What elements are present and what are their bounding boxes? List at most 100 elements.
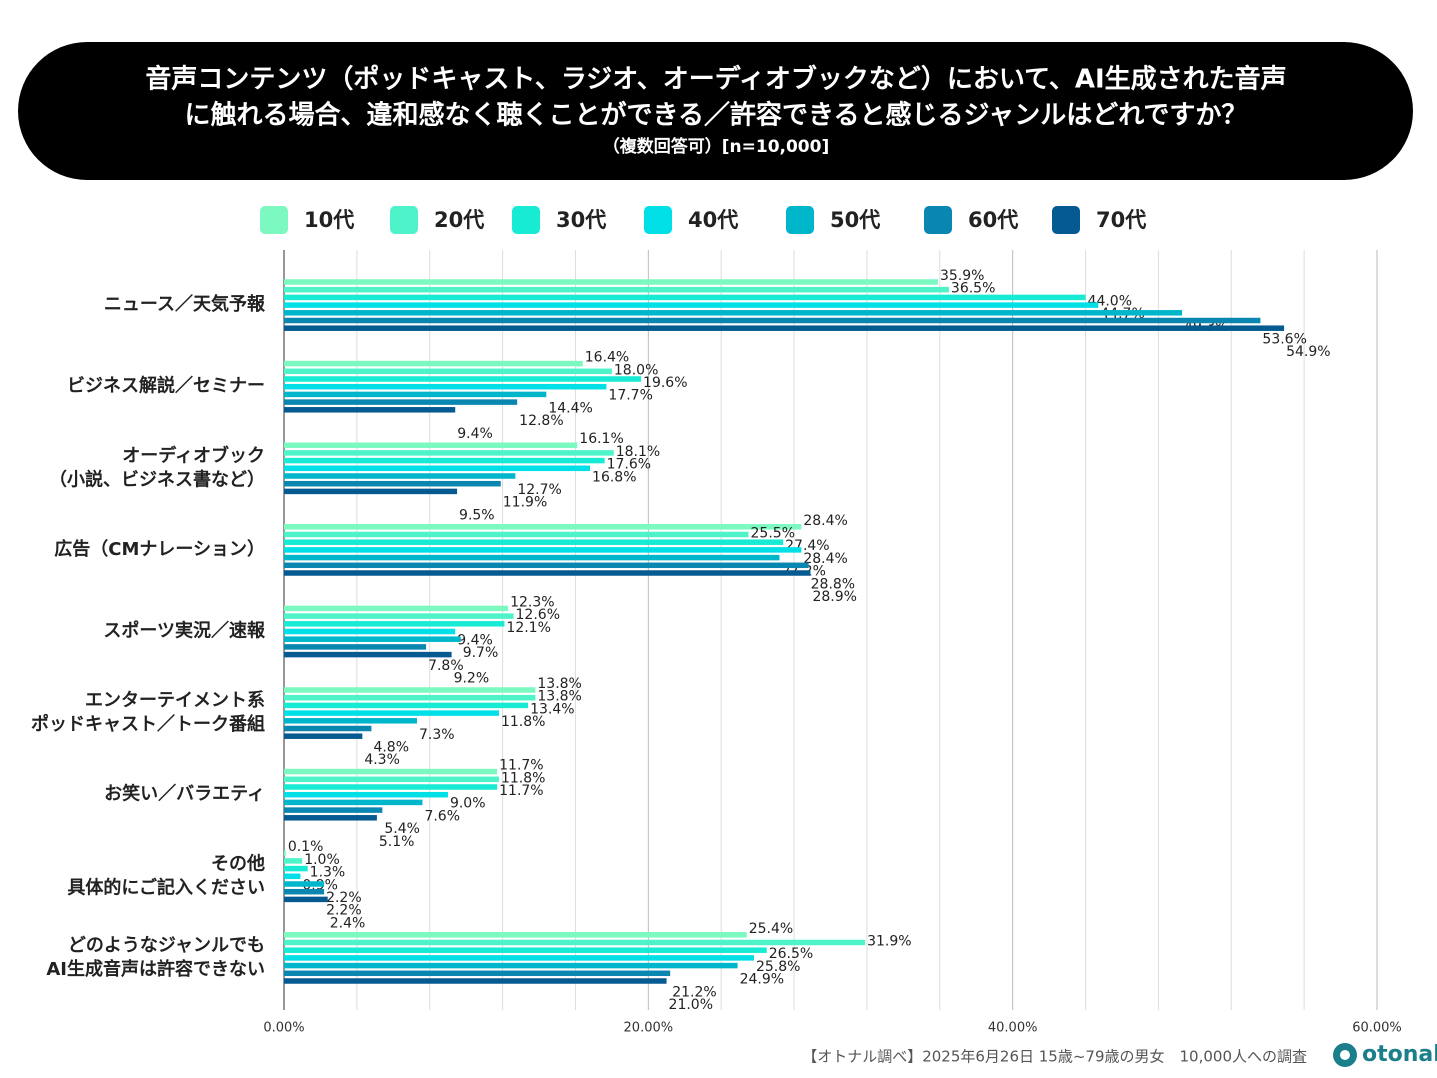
value-label: 25.4% xyxy=(749,921,793,937)
bar xyxy=(284,768,498,775)
value-label: 12.1% xyxy=(506,620,550,636)
bar xyxy=(284,807,383,813)
value-label: 9.0% xyxy=(450,796,486,812)
bar xyxy=(284,687,536,693)
value-label: 26.5% xyxy=(769,946,813,962)
value-label: 21.0% xyxy=(669,997,713,1013)
value-label: 11.9% xyxy=(503,495,547,511)
bar xyxy=(284,978,667,984)
category-label: エンターテイメント系 xyxy=(85,690,265,711)
value-label: 25.8% xyxy=(756,959,800,975)
value-label: 24.9% xyxy=(740,972,784,988)
chart-title: 音声コンテンツ（ポッドキャスト、ラジオ、オーディオブックなど）において、AI生成… xyxy=(145,64,1286,95)
bar xyxy=(284,947,767,953)
bar xyxy=(284,294,1086,301)
chart-title: に触れる場合、違和感なく聴くことができる／許容できると感じるジャンルはどれですか… xyxy=(185,100,1248,131)
value-label: 18.0% xyxy=(614,362,658,378)
category-label: ポッドキャスト／トーク番組 xyxy=(31,713,265,735)
bar xyxy=(284,881,325,887)
bar xyxy=(284,531,749,538)
value-label: 28.4% xyxy=(803,513,847,529)
value-label: 4.8% xyxy=(373,740,409,756)
bar xyxy=(284,442,578,448)
source-note: 【オトナル調べ】2025年6月26日 15歳~79歳の男女 10,000人への調… xyxy=(802,1048,1307,1066)
bar xyxy=(284,896,328,903)
value-label: 17.6% xyxy=(607,457,651,473)
legend-label: 20代 xyxy=(434,208,484,232)
bar xyxy=(284,815,377,821)
bar xyxy=(284,317,1261,324)
category-label: お笑い／バラエティ xyxy=(104,783,265,805)
value-label: 4.3% xyxy=(364,752,400,768)
bar xyxy=(284,628,456,635)
bar xyxy=(284,725,372,732)
x-tick-label: 20.00% xyxy=(624,1021,674,1036)
category-label: （小説、ビジネス書など） xyxy=(49,468,265,490)
legend-swatch xyxy=(644,206,672,234)
value-label: 1.3% xyxy=(310,865,346,881)
value-label: 14.4% xyxy=(548,400,592,416)
value-label: 17.7% xyxy=(608,388,652,404)
title-banner xyxy=(18,42,1413,180)
legend-swatch xyxy=(924,206,952,234)
bar xyxy=(284,488,458,495)
value-label: 0.1% xyxy=(288,839,324,855)
value-label: 12.3% xyxy=(510,594,554,610)
legend-label: 40代 xyxy=(688,208,738,232)
value-label: 7.6% xyxy=(424,808,460,824)
legend-label: 10代 xyxy=(304,208,354,232)
bar xyxy=(284,970,671,977)
value-label: 11.8% xyxy=(501,714,545,730)
value-label: 11.7% xyxy=(499,758,543,774)
bar xyxy=(284,651,452,658)
value-label: 28.9% xyxy=(812,589,856,605)
bar xyxy=(284,621,505,627)
value-label: 28.8% xyxy=(811,576,855,592)
value-label: 2.2% xyxy=(326,890,362,906)
category-label: オーディオブック xyxy=(122,444,265,466)
value-label: 13.4% xyxy=(530,701,574,717)
bar xyxy=(284,888,325,895)
value-label: 11.7% xyxy=(499,783,543,799)
bar xyxy=(284,286,949,293)
bar xyxy=(284,368,612,375)
legend-swatch xyxy=(390,206,418,234)
value-label: 44.0% xyxy=(1088,293,1132,309)
bar xyxy=(284,391,547,398)
logo-icon xyxy=(1340,1050,1350,1060)
value-label: 12.8% xyxy=(519,413,563,429)
value-label: 54.9% xyxy=(1286,344,1330,360)
legend-swatch xyxy=(1052,206,1080,234)
category-label: AI生成音声は許容できない xyxy=(46,958,265,980)
category-label: ニュース／天気予報 xyxy=(104,293,266,315)
value-label: 11.8% xyxy=(501,770,545,786)
value-label: 21.2% xyxy=(672,984,716,1000)
value-label: 13.8% xyxy=(537,689,581,705)
value-label: 16.1% xyxy=(579,431,623,447)
value-label: 9.5% xyxy=(459,507,495,523)
bar xyxy=(284,776,499,783)
logo-text: otonal xyxy=(1362,1042,1437,1067)
value-label: 13.8% xyxy=(537,676,581,692)
bar xyxy=(284,480,501,487)
bar xyxy=(284,399,518,405)
x-tick-label: 0.00% xyxy=(263,1021,304,1036)
bar xyxy=(284,784,498,790)
value-label: 1.0% xyxy=(304,852,340,868)
bar xyxy=(284,873,301,880)
x-tick-label: 40.00% xyxy=(988,1021,1038,1036)
value-label: 7.8% xyxy=(428,658,464,674)
bar xyxy=(284,547,802,553)
bar xyxy=(284,473,516,479)
value-label: 9.2% xyxy=(454,671,490,687)
bar xyxy=(284,850,286,856)
legend-label: 60代 xyxy=(968,208,1018,232)
bar xyxy=(284,450,614,456)
x-tick-label: 60.00% xyxy=(1352,1021,1402,1036)
category-label: 具体的にご記入ください xyxy=(67,876,265,898)
legend-swatch xyxy=(786,206,814,234)
bar xyxy=(284,562,809,569)
value-label: 5.1% xyxy=(379,834,415,850)
category-label: どのようなジャンルでも xyxy=(68,935,265,956)
